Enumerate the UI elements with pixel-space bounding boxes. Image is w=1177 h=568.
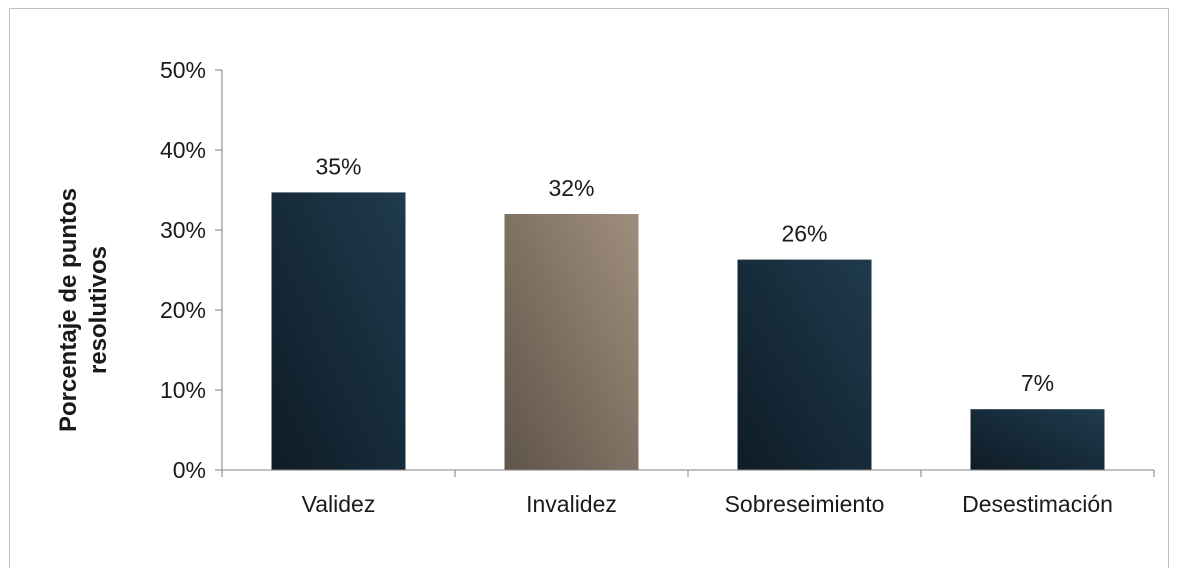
bar-value-label: 7% bbox=[1021, 370, 1054, 396]
bar bbox=[970, 409, 1105, 470]
data-labels: 35% 32% 26% 7% bbox=[315, 153, 1054, 396]
bar-value-label: 35% bbox=[315, 153, 361, 179]
y-axis-label-line-1: Porcentaje de puntos bbox=[55, 188, 82, 432]
x-tick-label: Desestimación bbox=[962, 491, 1113, 517]
y-tick-label: 10% bbox=[160, 377, 206, 403]
y-tick-label: 50% bbox=[160, 57, 206, 83]
x-axis-ticks bbox=[221, 470, 1155, 477]
y-tick-label: 20% bbox=[160, 297, 206, 323]
y-tick-label: 0% bbox=[173, 457, 206, 483]
y-axis-ticks: 0% 10% 20% 30% 40% 50% bbox=[160, 57, 222, 483]
bar-value-label: 26% bbox=[781, 221, 827, 247]
bar bbox=[271, 192, 406, 470]
bar bbox=[737, 259, 872, 470]
x-axis-tick-labels: Validez Invalidez Sobreseimiento Desestimac… bbox=[302, 491, 1113, 517]
y-axis-label: Porcentaje de puntos resolutivos bbox=[55, 188, 112, 432]
bar bbox=[504, 214, 639, 470]
y-tick-label: 40% bbox=[160, 137, 206, 163]
x-tick-label: Invalidez bbox=[526, 491, 617, 517]
bars bbox=[271, 192, 1105, 470]
bar-chart: Porcentaje de puntos resolutivos 0% 10% 20… bbox=[55, 57, 1155, 517]
x-tick-label: Validez bbox=[302, 491, 376, 517]
bar-value-label: 32% bbox=[548, 175, 594, 201]
y-axis-label-line-2: resolutivos bbox=[85, 246, 112, 374]
y-tick-label: 30% bbox=[160, 217, 206, 243]
chart-frame bbox=[9, 8, 1169, 568]
x-tick-label: Sobreseimiento bbox=[725, 491, 885, 517]
